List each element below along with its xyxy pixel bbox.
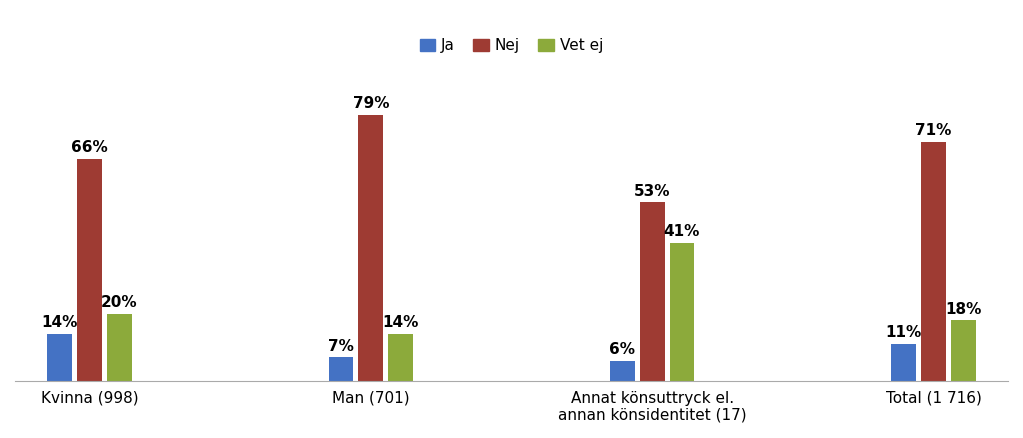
Bar <box>610 360 635 381</box>
Text: 71%: 71% <box>916 124 951 138</box>
Text: 53%: 53% <box>634 184 670 199</box>
Bar <box>639 202 665 381</box>
Bar <box>47 334 72 381</box>
Bar <box>328 357 354 381</box>
Bar <box>77 159 102 381</box>
Text: 79%: 79% <box>353 96 389 112</box>
Text: 41%: 41% <box>664 224 700 240</box>
Bar <box>388 334 413 381</box>
Legend: Ja, Nej, Vet ej: Ja, Nej, Vet ej <box>413 32 610 60</box>
Text: 20%: 20% <box>101 295 137 310</box>
Bar <box>669 243 695 381</box>
Bar <box>921 142 946 381</box>
Text: 18%: 18% <box>945 302 981 317</box>
Text: 11%: 11% <box>886 325 922 340</box>
Bar <box>106 314 132 381</box>
Text: 6%: 6% <box>610 343 635 357</box>
Text: 66%: 66% <box>72 140 107 155</box>
Bar <box>891 344 917 381</box>
Bar <box>358 115 384 381</box>
Text: 14%: 14% <box>42 315 78 330</box>
Text: 14%: 14% <box>383 315 418 330</box>
Bar <box>951 320 976 381</box>
Text: 7%: 7% <box>328 339 354 354</box>
